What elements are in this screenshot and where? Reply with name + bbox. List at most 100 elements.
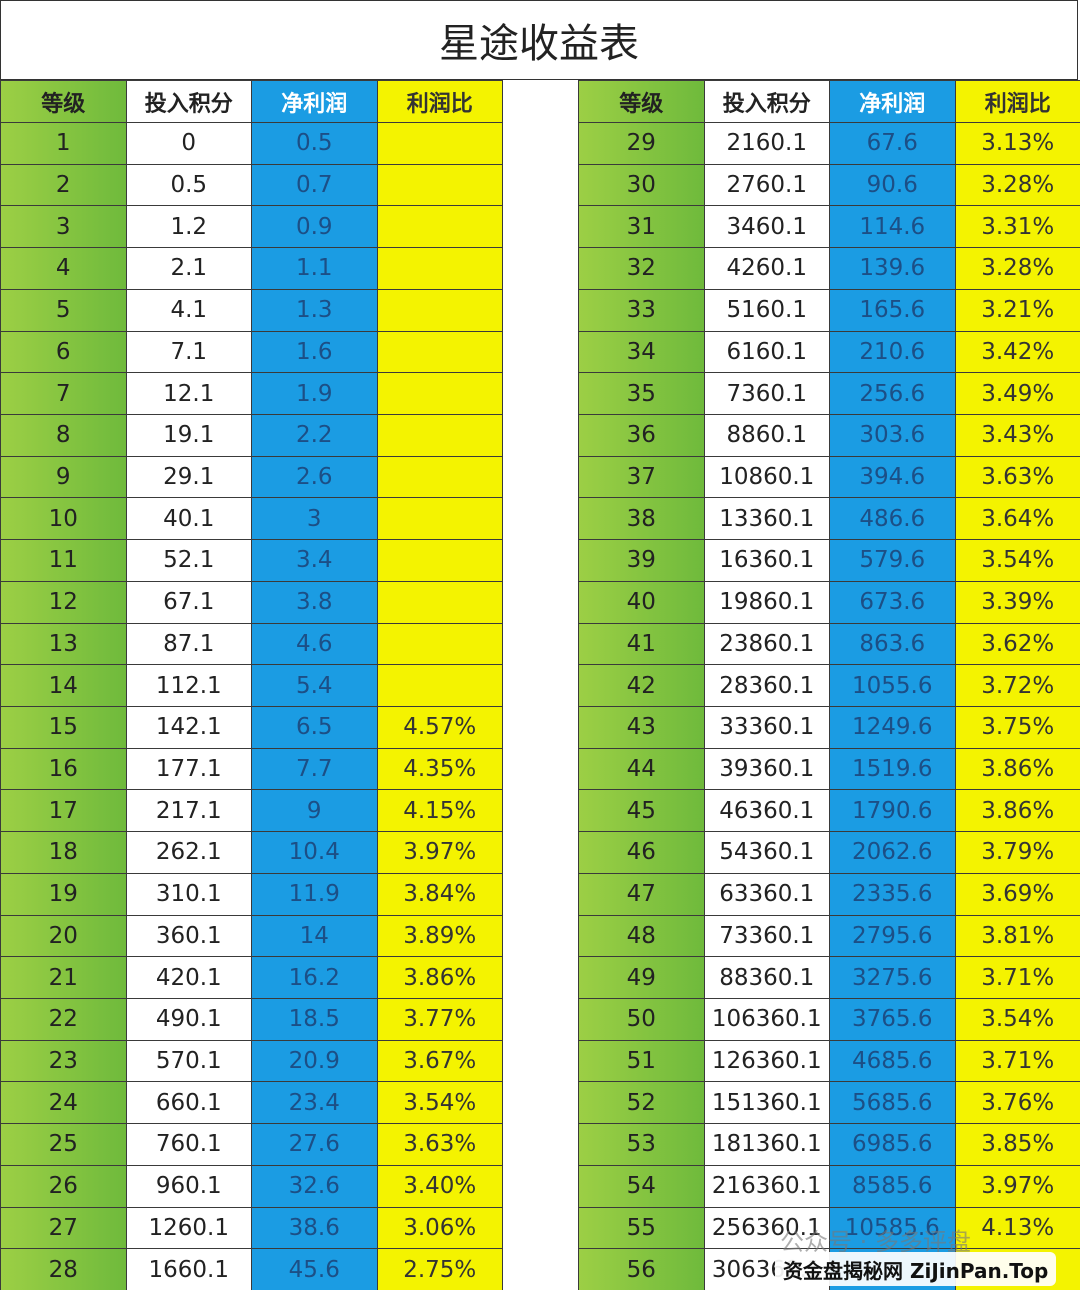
table-cell: 87.1 bbox=[125, 622, 252, 666]
table-cell: 4.6 bbox=[251, 622, 378, 666]
table-cell: 45.6 bbox=[251, 1248, 378, 1290]
table-cell: 3.69% bbox=[954, 872, 1080, 916]
table-cell: 13 bbox=[0, 622, 127, 666]
table-cell: 3.31% bbox=[954, 205, 1080, 249]
table-cell: 23 bbox=[0, 1039, 127, 1083]
table-cell: 3.85% bbox=[954, 1123, 1080, 1166]
table-cell: 4.35% bbox=[376, 747, 503, 791]
table-cell: 1.3 bbox=[251, 288, 378, 332]
table-cell: 3.71% bbox=[954, 1039, 1080, 1083]
table-cell: 3.63% bbox=[376, 1123, 503, 1166]
table-cell: 2062.6 bbox=[829, 831, 956, 874]
empty-cell bbox=[376, 539, 503, 582]
empty-cell bbox=[376, 122, 503, 165]
table-cell: 4260.1 bbox=[703, 247, 830, 290]
table-cell: 3275.6 bbox=[829, 956, 956, 999]
table-cell: 0.5 bbox=[251, 122, 378, 165]
table-cell: 106360.1 bbox=[703, 998, 830, 1041]
table-cell: 3.86% bbox=[376, 956, 503, 999]
table-cell: 210.6 bbox=[829, 330, 956, 374]
table-cell: 3.72% bbox=[954, 664, 1080, 707]
table-cell: 19860.1 bbox=[703, 580, 830, 624]
table-cell: 3.54% bbox=[954, 539, 1080, 582]
table-cell: 7 bbox=[0, 372, 127, 415]
table-cell: 10.4 bbox=[251, 831, 378, 874]
table-cell: 3.84% bbox=[376, 872, 503, 916]
header-cell: 利润比 bbox=[376, 80, 503, 123]
empty-cell bbox=[376, 163, 503, 207]
table-cell: 23.4 bbox=[251, 1081, 378, 1125]
table-cell: 39 bbox=[578, 539, 705, 582]
header-cell: 投入积分 bbox=[125, 80, 252, 123]
table-cell: 3.8 bbox=[251, 580, 378, 624]
table-cell: 54 bbox=[578, 1164, 705, 1208]
table-cell: 56 bbox=[578, 1248, 705, 1290]
table-cell: 3.06% bbox=[376, 1206, 503, 1250]
table-cell: 10 bbox=[0, 497, 127, 541]
table-cell: 360.1 bbox=[125, 914, 252, 958]
table-cell: 63360.1 bbox=[703, 872, 830, 916]
table-cell: 1660.1 bbox=[125, 1248, 252, 1290]
table-cell: 3.77% bbox=[376, 998, 503, 1041]
table-cell: 3.42% bbox=[954, 330, 1080, 374]
table-cell: 310.1 bbox=[125, 872, 252, 916]
table-cell: 47 bbox=[578, 872, 705, 916]
table-cell: 126360.1 bbox=[703, 1039, 830, 1083]
table-cell: 3.86% bbox=[954, 747, 1080, 791]
table-cell: 43 bbox=[578, 706, 705, 749]
table-cell: 18 bbox=[0, 831, 127, 874]
table-cell: 3.49% bbox=[954, 372, 1080, 415]
table-cell: 486.6 bbox=[829, 497, 956, 541]
table-cell: 3.89% bbox=[376, 914, 503, 958]
table-cell: 16 bbox=[0, 747, 127, 791]
table-cell: 960.1 bbox=[125, 1164, 252, 1208]
table-cell: 0.9 bbox=[251, 205, 378, 249]
table-cell: 4.15% bbox=[376, 789, 503, 833]
table-cell: 0 bbox=[125, 122, 252, 165]
table-cell: 1519.6 bbox=[829, 747, 956, 791]
header-cell: 利润比 bbox=[954, 80, 1080, 123]
table-cell: 27 bbox=[0, 1206, 127, 1250]
table-cell: 256360.1 bbox=[703, 1206, 830, 1250]
table-cell: 8585.6 bbox=[829, 1164, 956, 1208]
table-cell: 420.1 bbox=[125, 956, 252, 999]
table-cell: 3.81% bbox=[954, 914, 1080, 958]
table-cell: 90.6 bbox=[829, 163, 956, 207]
table-cell: 52.1 bbox=[125, 539, 252, 582]
table-cell: 0.5 bbox=[125, 163, 252, 207]
table-cell: 14 bbox=[0, 664, 127, 707]
table-cell: 9 bbox=[0, 455, 127, 499]
table-cell: 4 bbox=[0, 247, 127, 290]
table-cell: 12 bbox=[0, 580, 127, 624]
table-cell: 13360.1 bbox=[703, 497, 830, 541]
table-cell: 9 bbox=[251, 789, 378, 833]
table-cell: 21 bbox=[0, 956, 127, 999]
table-cell: 3.54% bbox=[954, 998, 1080, 1041]
table-cell: 73360.1 bbox=[703, 914, 830, 958]
table-cell: 10860.1 bbox=[703, 455, 830, 499]
table-cell: 40.1 bbox=[125, 497, 252, 541]
table-cell: 20.9 bbox=[251, 1039, 378, 1083]
table-cell: 55 bbox=[578, 1206, 705, 1250]
table-cell: 34 bbox=[578, 330, 705, 374]
table-cell: 67.6 bbox=[829, 122, 956, 165]
empty-cell bbox=[376, 664, 503, 707]
table-cell: 490.1 bbox=[125, 998, 252, 1041]
empty-cell bbox=[376, 622, 503, 666]
table-cell: 18.5 bbox=[251, 998, 378, 1041]
table-cell: 3.28% bbox=[954, 247, 1080, 290]
watermark: 公众号 · 多多评盘 bbox=[780, 1228, 971, 1256]
table-cell: 3.39% bbox=[954, 580, 1080, 624]
table-cell: 20 bbox=[0, 914, 127, 958]
table-cell: 216360.1 bbox=[703, 1164, 830, 1208]
table-cell: 5160.1 bbox=[703, 288, 830, 332]
table-cell: 19 bbox=[0, 872, 127, 916]
table-cell: 3.64% bbox=[954, 497, 1080, 541]
table-cell: 2 bbox=[0, 163, 127, 207]
table-cell: 22 bbox=[0, 998, 127, 1041]
table-cell: 5.4 bbox=[251, 664, 378, 707]
table-cell: 49 bbox=[578, 956, 705, 999]
table-cell: 2.6 bbox=[251, 455, 378, 499]
table-cell: 2.2 bbox=[251, 414, 378, 457]
table-cell: 3.13% bbox=[954, 122, 1080, 165]
